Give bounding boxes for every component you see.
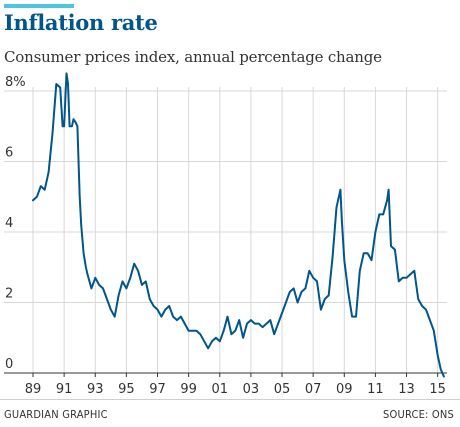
x-tick-label: 91 — [56, 382, 73, 397]
x-tick-label: 07 — [305, 382, 322, 397]
line-chart: 0 2 4 6 8% 89 91 93 95 97 99 01 03 05 07 09 11 13 15 — [4, 72, 447, 397]
y-tick-label: 2 — [5, 287, 13, 302]
x-tick-label: 93 — [87, 382, 104, 397]
grid — [4, 87, 447, 377]
y-tick-label: 4 — [5, 216, 13, 231]
x-tick-label: 15 — [429, 382, 446, 397]
y-tick-label: 8% — [5, 75, 26, 90]
x-tick-label: 95 — [118, 382, 135, 397]
series-line-cpi — [32, 72, 445, 378]
y-tick-label: 6 — [5, 146, 13, 161]
x-tick-label: 13 — [398, 382, 415, 397]
x-tick-label: 05 — [274, 382, 291, 397]
series-line-group — [32, 72, 445, 378]
x-tick-label: 89 — [25, 382, 42, 397]
y-tick-label: 0 — [5, 357, 13, 372]
x-tick-label: 01 — [211, 382, 228, 397]
x-axis-tick-labels: 89 91 93 95 97 99 01 03 05 07 09 11 13 15 — [25, 382, 446, 397]
footer-source: SOURCE: ONS — [383, 408, 454, 421]
accent-bar — [4, 4, 74, 8]
x-tick-label: 97 — [149, 382, 166, 397]
y-axis-tick-labels: 0 2 4 6 8% — [5, 75, 26, 372]
chart-title: Inflation rate — [4, 10, 158, 35]
chart-subtitle: Consumer prices index, annual percentage… — [4, 48, 382, 66]
x-tick-label: 11 — [367, 382, 384, 397]
x-tick-label: 99 — [180, 382, 197, 397]
x-tick-label: 03 — [243, 382, 260, 397]
footer-divider — [0, 399, 460, 400]
footer-credit: GUARDIAN GRAPHIC — [4, 408, 108, 421]
x-tick-label: 09 — [336, 382, 353, 397]
